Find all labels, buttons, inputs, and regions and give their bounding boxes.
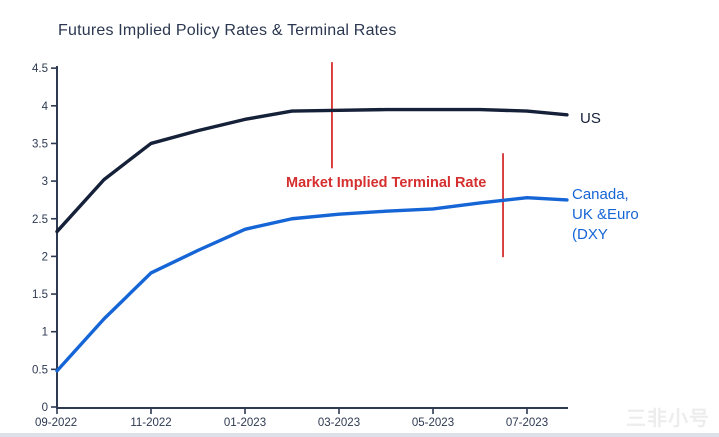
- canada-series-label-line1: Canada,: [572, 186, 629, 203]
- us-line: [55, 107, 569, 234]
- x-tick-label: 03-2023: [318, 417, 360, 429]
- x-tick-label: 05-2023: [412, 417, 454, 429]
- canada-series-label-line3: (DXY: [572, 226, 608, 243]
- canada-uk-euro-line: [55, 195, 569, 373]
- canada-series-label: Canada, UK &Euro (DXY: [572, 185, 639, 245]
- y-tick-label: 4.5: [32, 63, 48, 75]
- y-tick-label: 2: [42, 251, 48, 263]
- canada-series-label-line2: UK &Euro: [572, 206, 639, 223]
- y-tick-label: 3.5: [32, 138, 48, 150]
- y-tick-label: 3: [42, 176, 48, 188]
- bottom-edge-strip: [0, 433, 719, 437]
- watermark-text: 三非小号: [626, 408, 710, 430]
- us-series-label: US: [580, 110, 601, 127]
- y-tick-label: 0.5: [32, 364, 48, 376]
- y-tick-label: 4: [42, 101, 49, 113]
- y-tick-label: 1: [42, 327, 48, 339]
- terminal-rate-annotation: Market Implied Terminal Rate: [286, 175, 487, 191]
- x-tick-label: 01-2023: [224, 417, 266, 429]
- y-tick-label: 0: [42, 402, 48, 414]
- chart-title: Futures Implied Policy Rates & Terminal …: [58, 22, 397, 39]
- axes: [56, 66, 568, 409]
- x-tick-label: 11-2022: [130, 417, 171, 429]
- x-tick-label: 09-2022: [35, 417, 77, 429]
- y-tick-label: 2.5: [32, 214, 48, 226]
- x-tick-label: 07-2023: [506, 417, 548, 429]
- y-tick-label: 1.5: [32, 289, 48, 301]
